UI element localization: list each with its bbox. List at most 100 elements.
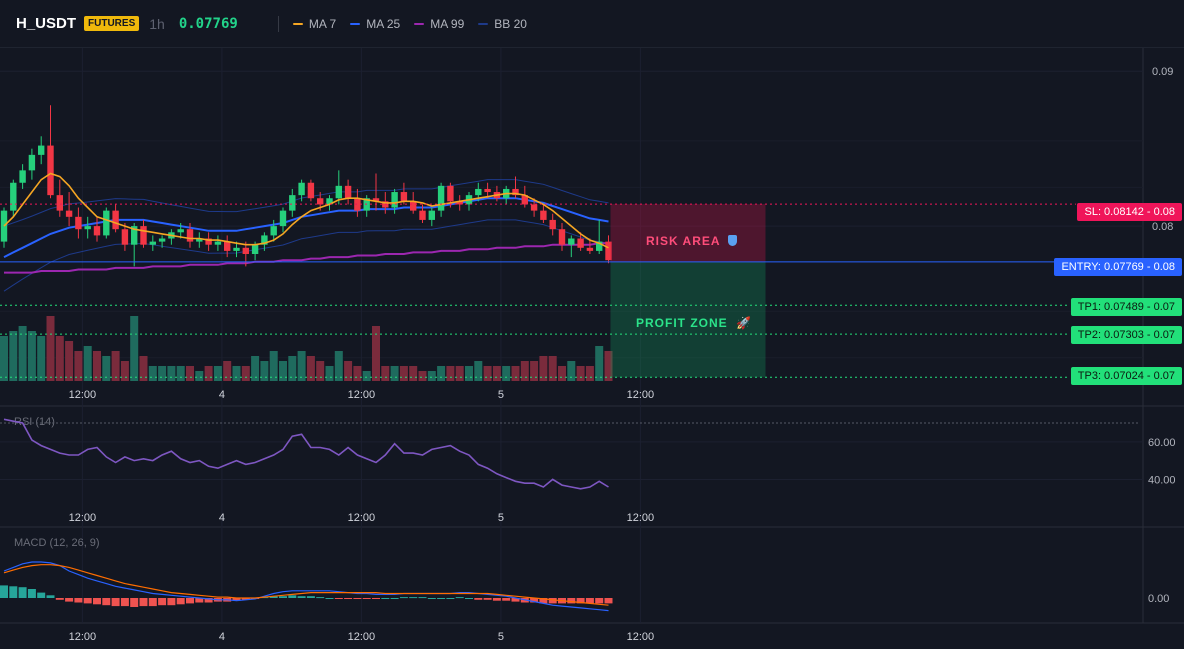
volume-bar bbox=[158, 366, 167, 381]
macd-histogram-bar bbox=[353, 598, 362, 599]
sl-price-label: SL: 0.08142 - 0.08 bbox=[1077, 203, 1182, 221]
macd-signal-line bbox=[3, 564, 609, 606]
candle-body bbox=[214, 241, 222, 245]
candle-body bbox=[354, 198, 361, 211]
candle-body bbox=[391, 192, 398, 208]
shield-icon bbox=[728, 235, 738, 246]
macd-histogram-bar bbox=[539, 598, 548, 604]
volume-bar bbox=[18, 326, 27, 381]
candle-body bbox=[400, 192, 408, 202]
timeframe-label[interactable]: 1h bbox=[149, 15, 165, 32]
volume-bar bbox=[102, 356, 111, 381]
macd-histogram-bar bbox=[409, 597, 418, 599]
volume-bar bbox=[167, 366, 176, 381]
macd-histogram-bar bbox=[167, 598, 176, 606]
candle-body bbox=[75, 216, 82, 230]
volume-bar bbox=[46, 316, 55, 381]
candle-body bbox=[428, 210, 435, 220]
last-price: 0.07769 bbox=[178, 15, 238, 32]
volume-bar bbox=[269, 351, 278, 381]
macd-histogram-bar bbox=[18, 587, 27, 598]
bb20-swatch bbox=[478, 22, 489, 25]
candle-body bbox=[335, 185, 342, 199]
candle-body bbox=[233, 247, 240, 251]
volume-bar bbox=[604, 351, 613, 381]
volume-bar bbox=[502, 366, 511, 381]
candle-body bbox=[456, 201, 463, 205]
volume-bar bbox=[474, 361, 483, 381]
macd-histogram-bar bbox=[37, 592, 46, 598]
macd-histogram-bar bbox=[279, 596, 287, 598]
macd-histogram-bar bbox=[511, 598, 520, 602]
volume-bar bbox=[0, 336, 8, 381]
macd-histogram-bar bbox=[83, 598, 92, 604]
macd-histogram-bar bbox=[0, 585, 8, 598]
macd-histogram-bar bbox=[297, 596, 306, 598]
candle-body bbox=[289, 195, 296, 211]
volume-bar bbox=[176, 366, 185, 381]
macd-histogram-bar bbox=[362, 598, 371, 599]
risk-area-label: RISK AREA bbox=[646, 234, 738, 248]
time-axis-label: 5 bbox=[498, 389, 504, 401]
price-tick-label: 0.08 bbox=[1152, 221, 1173, 233]
macd-histogram-bar bbox=[204, 598, 213, 603]
legend-ma7[interactable]: MA 7 bbox=[292, 17, 336, 31]
ma7-swatch bbox=[292, 22, 303, 25]
risk-area-text: RISK AREA bbox=[646, 234, 721, 248]
macd-histogram-bar bbox=[604, 598, 613, 604]
candle-body bbox=[205, 238, 212, 245]
macd-histogram-bar bbox=[148, 598, 157, 607]
candle-body bbox=[158, 238, 166, 242]
candle-body bbox=[521, 195, 528, 205]
time-axis-label: 4 bbox=[219, 512, 225, 524]
entry-price-label: ENTRY: 0.07769 - 0.08 bbox=[1054, 258, 1182, 276]
macd-histogram-bar bbox=[427, 598, 436, 599]
time-axis-label: 4 bbox=[219, 631, 225, 643]
time-axis-label: 4 bbox=[219, 389, 225, 401]
volume-bar bbox=[576, 366, 585, 381]
candle-body bbox=[196, 238, 203, 242]
macd-histogram-bar bbox=[65, 598, 74, 602]
candle-body bbox=[586, 247, 594, 251]
macd-histogram-bar bbox=[306, 596, 315, 598]
candle-body bbox=[484, 188, 491, 193]
candle-body bbox=[261, 235, 268, 245]
symbol-name[interactable]: H_USDT bbox=[16, 15, 77, 32]
macd-histogram-bar bbox=[418, 597, 427, 599]
legend-bb20[interactable]: BB 20 bbox=[478, 17, 527, 31]
volume-bar bbox=[251, 356, 260, 381]
volume-bar bbox=[362, 371, 371, 381]
volume-bar bbox=[316, 361, 325, 381]
candle-body bbox=[38, 145, 45, 155]
volume-bar bbox=[585, 366, 594, 381]
legend-ma25-label: MA 25 bbox=[366, 16, 401, 31]
candle-body bbox=[437, 185, 445, 211]
volume-bar bbox=[455, 366, 464, 381]
price-tick-label: 0.09 bbox=[1152, 66, 1173, 78]
macd-histogram-bar bbox=[381, 598, 390, 599]
macd-histogram-bar bbox=[186, 598, 194, 604]
candle-body bbox=[56, 195, 63, 211]
macd-histogram-bar bbox=[474, 598, 483, 600]
candle-body bbox=[447, 185, 454, 202]
candle-body bbox=[251, 244, 259, 254]
ma99-swatch bbox=[414, 22, 425, 25]
legend-ma99[interactable]: MA 99 bbox=[414, 17, 464, 31]
legend-ma99-label: MA 99 bbox=[430, 16, 465, 31]
time-axis-label: 12:00 bbox=[348, 389, 376, 401]
volume-bar bbox=[558, 366, 566, 381]
legend-ma25[interactable]: MA 25 bbox=[350, 17, 400, 31]
volume-bar bbox=[186, 366, 194, 381]
candle-body bbox=[131, 226, 138, 245]
volume-bar bbox=[241, 366, 250, 381]
macd-histogram-bar bbox=[27, 589, 36, 598]
macd-histogram-bar bbox=[55, 598, 64, 600]
volume-bar bbox=[492, 366, 501, 381]
time-axis-label: 12:00 bbox=[348, 631, 376, 643]
macd-histogram-bar bbox=[390, 598, 399, 599]
volume-bar bbox=[204, 366, 213, 381]
macd-histogram-bar bbox=[548, 598, 557, 604]
macd-histogram-bar bbox=[325, 598, 334, 599]
time-axis-label: 12:00 bbox=[348, 512, 376, 524]
